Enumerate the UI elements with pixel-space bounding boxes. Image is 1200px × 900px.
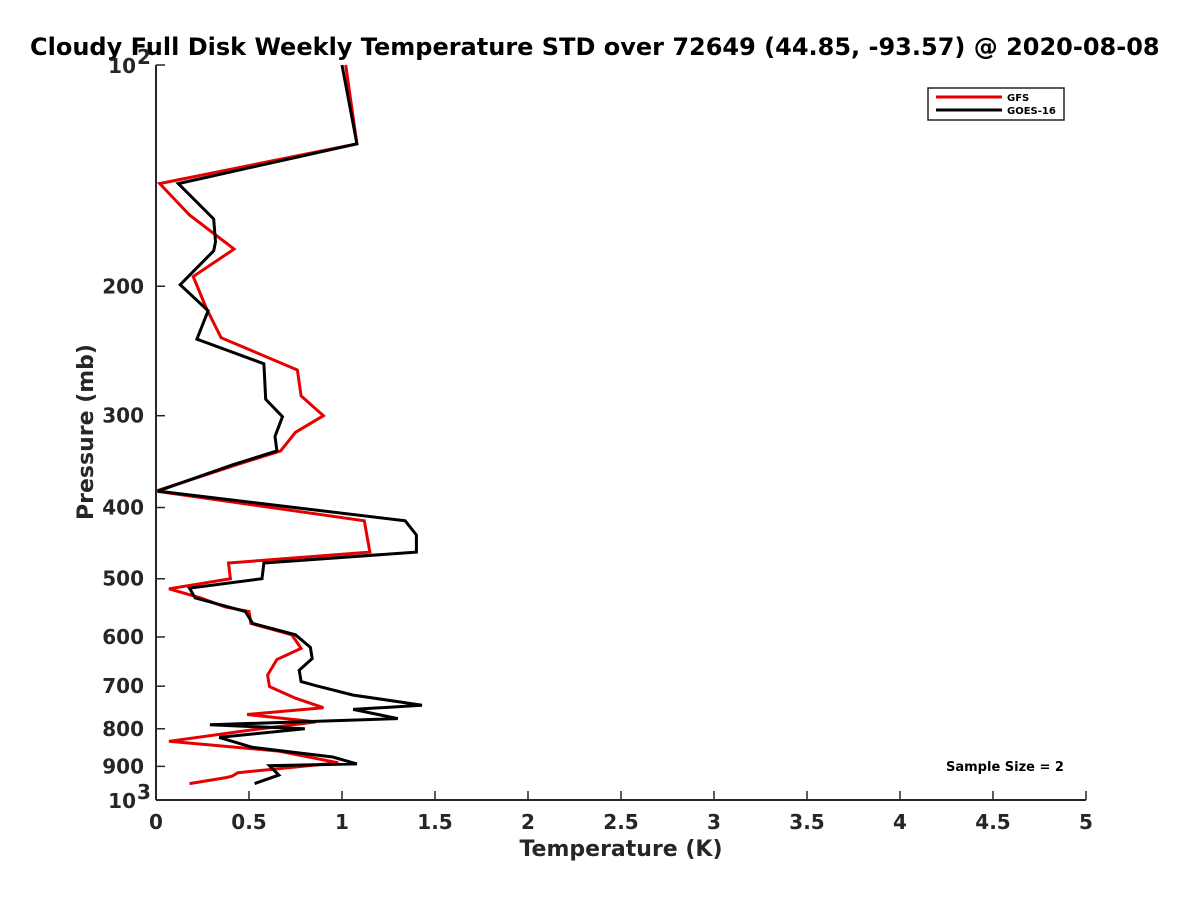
- y-tick-label: 10: [108, 789, 136, 813]
- y-tick-label: 600: [102, 625, 144, 649]
- legend-gfs-label: GFS: [1007, 93, 1029, 104]
- y-tick-label-exponent: 2: [137, 45, 151, 69]
- y-axis-label: Pressure (mb): [74, 344, 99, 520]
- x-tick-label: 4.5: [975, 810, 1010, 834]
- x-axis-ticks: 0 0.5 1 1.5 2 2.5 3 3.5 4 4.5 5: [149, 791, 1093, 834]
- x-tick-label: 0.5: [231, 810, 266, 834]
- y-tick-label: 400: [102, 496, 144, 520]
- y-tick-label: 10: [108, 54, 136, 78]
- y-tick-label: 800: [102, 717, 144, 741]
- y-tick-label-exponent: 3: [137, 780, 151, 804]
- y-tick-label: 700: [102, 674, 144, 698]
- x-tick-label: 3.5: [789, 810, 824, 834]
- x-axis-label: Temperature (K): [519, 837, 722, 862]
- y-tick-label: 300: [102, 404, 144, 428]
- legend: GFS GOES-16: [927, 87, 1065, 121]
- chart-title: Cloudy Full Disk Weekly Temperature STD …: [30, 33, 1160, 61]
- legend-box: [927, 87, 1065, 121]
- x-tick-label: 4: [893, 810, 907, 834]
- legend-goes-label: GOES-16: [1007, 106, 1056, 117]
- x-tick-label: 0: [149, 810, 163, 834]
- x-tick-label: 1: [335, 810, 349, 834]
- x-tick-label: 5: [1079, 810, 1093, 834]
- y-tick-label: 200: [102, 274, 144, 298]
- y-tick-label: 900: [102, 754, 144, 778]
- y-tick-label: 500: [102, 567, 144, 591]
- x-tick-label: 2: [521, 810, 535, 834]
- series-line-gfs: [155, 64, 372, 786]
- plot-series: [155, 64, 423, 786]
- x-tick-label: 3: [707, 810, 721, 834]
- series-line-goes-16: [157, 64, 423, 786]
- x-tick-label: 2.5: [603, 810, 638, 834]
- x-tick-label: 1.5: [417, 810, 452, 834]
- sample-size-annotation: Sample Size = 2: [946, 760, 1064, 775]
